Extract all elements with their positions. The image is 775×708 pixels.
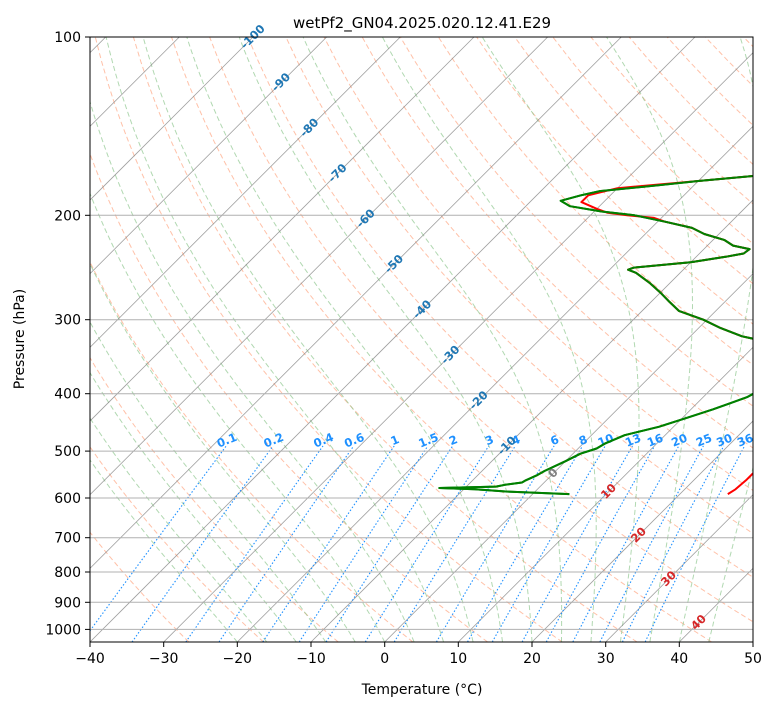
x-tick-label: 20	[523, 651, 541, 667]
isotherm-line	[90, 37, 696, 642]
y-tick-label: 1000	[45, 622, 81, 638]
dry-adiabat	[90, 531, 190, 642]
moist-adiabat	[708, 465, 753, 642]
moist-adiabat	[238, 37, 533, 642]
x-tick-label: 0	[380, 651, 389, 667]
mixing-ratio-label: 13	[623, 431, 643, 450]
mixing-ratio-label: 30	[714, 431, 734, 450]
moist-adiabat	[90, 417, 268, 642]
moist-adiabat	[90, 459, 238, 642]
moist-adiabat	[90, 192, 386, 642]
y-axis-label: Pressure (hPa)	[12, 289, 28, 389]
mixing-ratio-line	[185, 445, 324, 642]
mixing-ratio-line	[364, 445, 490, 642]
dry-adiabat	[399, 37, 753, 407]
moist-adiabat	[481, 37, 640, 642]
moist-adiabat	[90, 99, 415, 642]
moist-adiabat	[105, 37, 445, 642]
moist-adiabat	[302, 37, 563, 642]
dry-adiabat	[514, 37, 753, 285]
isotherm-line	[531, 420, 753, 642]
x-tick-label: −40	[75, 651, 105, 667]
dry-adiabat	[285, 37, 753, 535]
mixing-ratio-line	[435, 445, 555, 642]
isotherm-line	[90, 37, 475, 422]
moist-adiabat	[678, 37, 753, 642]
x-tick-label: 50	[744, 651, 762, 667]
mixing-ratio-label: 20	[669, 431, 689, 450]
moist-adiabat	[186, 37, 503, 642]
isotherm-line	[310, 199, 753, 642]
y-tick-label: 800	[54, 565, 81, 581]
x-axis-label: Temperature (°C)	[361, 682, 483, 698]
y-tick-label: 700	[54, 531, 81, 547]
isotherm-line	[458, 346, 753, 642]
x-tick-label: −30	[149, 651, 179, 667]
y-tick-label: 200	[54, 208, 81, 224]
mixing-ratio-label: 10	[596, 431, 616, 450]
plot-frame	[89, 36, 754, 643]
mixing-ratio-label: 16	[645, 431, 665, 450]
x-axis: −40 −30 −20 −10 0 10 20 30 40 50	[75, 642, 762, 667]
isotherm-line	[90, 37, 622, 569]
y-tick-label: 400	[54, 387, 81, 403]
chart-title: wetPf2_GN04.2025.020.12.41.E29	[293, 14, 551, 33]
mixing-ratio-line	[393, 445, 516, 642]
dewpoint-profile-line-top	[438, 174, 753, 496]
dry-adiabat	[90, 152, 488, 642]
dry-adiabat	[476, 37, 753, 325]
y-tick-label: 500	[54, 444, 81, 460]
isotherm-line	[605, 494, 753, 642]
moist-adiabat	[90, 321, 327, 642]
dry-adiabat	[209, 37, 753, 623]
mixing-ratio-label: 36	[735, 431, 755, 450]
moist-adiabat	[90, 262, 356, 642]
mixing-ratio-line	[325, 445, 454, 642]
mixing-ratio-line	[644, 445, 746, 642]
y-tick-label: 900	[54, 595, 81, 611]
moist-adiabat	[381, 37, 597, 642]
moist-adiabat	[90, 371, 297, 642]
isotherm-line	[384, 273, 753, 642]
isotherm-line	[90, 37, 254, 201]
y-tick-label: 600	[54, 491, 81, 507]
mixing-ratio-label: 25	[694, 431, 714, 450]
mixing-ratio-line	[572, 445, 680, 642]
mixing-ratio-line	[467, 445, 584, 642]
mixing-ratio-line	[90, 445, 227, 632]
isotherm-line	[237, 125, 753, 642]
dry-adiabat	[247, 37, 753, 578]
background-lines	[90, 37, 753, 642]
x-tick-label: −20	[223, 651, 253, 667]
y-tick-label: 300	[54, 313, 81, 329]
isotherm-line	[90, 37, 401, 348]
mixing-ratio-line	[491, 445, 606, 642]
x-tick-label: 10	[449, 651, 467, 667]
x-tick-label: 40	[670, 651, 688, 667]
mixing-ratio-line	[521, 445, 633, 642]
dry-adiabat	[94, 37, 563, 642]
profile-series	[438, 174, 753, 496]
isotherm-line	[163, 52, 753, 642]
dry-adiabat	[170, 37, 712, 642]
mixing-ratio-line	[262, 445, 395, 642]
mixing-ratio-line	[545, 445, 656, 642]
mixing-ratio-line	[218, 445, 355, 642]
x-tick-label: 30	[597, 651, 615, 667]
moist-adiabat	[605, 37, 693, 642]
dry-adiabat	[361, 37, 753, 449]
isotherm-line	[90, 37, 548, 496]
isotherm-line	[90, 37, 327, 275]
pressure-gridlines	[90, 37, 753, 630]
y-axis: 1000 900 800 700 600 500 400 300 200 100	[45, 30, 90, 638]
mixing-ratio-line	[298, 445, 429, 642]
dry-adiabat	[90, 356, 339, 642]
y-tick-label: 100	[54, 30, 81, 46]
mixing-ratio-line	[131, 445, 274, 642]
x-tick-label: −10	[296, 651, 326, 667]
